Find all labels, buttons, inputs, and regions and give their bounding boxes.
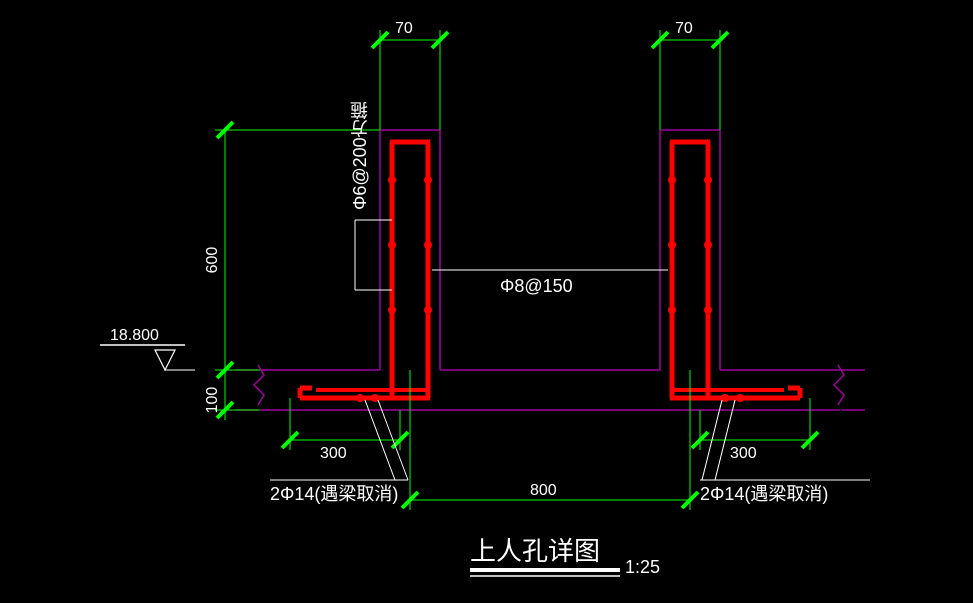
dim-100-text: 100 bbox=[204, 387, 221, 414]
annotations: Φ6@200方箍 Φ8@150 2Φ14(遇梁取消) 2Φ14(遇梁取消) bbox=[270, 101, 870, 504]
dim-600-text: 600 bbox=[204, 247, 221, 274]
bottom-bar-right-label: 2Φ14(遇梁取消) bbox=[700, 484, 828, 504]
elevation-mark: 18.800 bbox=[100, 327, 195, 370]
bottom-bar-left-label: 2Φ14(遇梁取消) bbox=[270, 484, 398, 504]
rebar bbox=[300, 142, 800, 402]
dim-800: 800 bbox=[402, 370, 698, 510]
dim-300-right-text: 300 bbox=[730, 445, 757, 462]
title-text: 上人孔详图 bbox=[470, 536, 600, 566]
stirrup-label: Φ6@200方箍 bbox=[350, 101, 370, 210]
elev-text: 18.800 bbox=[110, 327, 159, 344]
horiz-bar-label: Φ8@150 bbox=[500, 276, 573, 296]
dim-300-left-text: 300 bbox=[320, 445, 347, 462]
dim-70-right: 70 bbox=[652, 20, 728, 130]
dim-70-left: 70 bbox=[372, 20, 448, 130]
dim-800-text: 800 bbox=[530, 482, 557, 499]
drawing-title: 上人孔详图 1:25 bbox=[470, 536, 660, 577]
dim-70-left-text: 70 bbox=[395, 20, 413, 37]
dim-300-right: 300 bbox=[692, 398, 818, 462]
manhole-section-drawing: 70 70 600 100 18.800 bbox=[0, 0, 973, 603]
dim-70-right-text: 70 bbox=[675, 20, 693, 37]
title-scale: 1:25 bbox=[625, 557, 660, 577]
